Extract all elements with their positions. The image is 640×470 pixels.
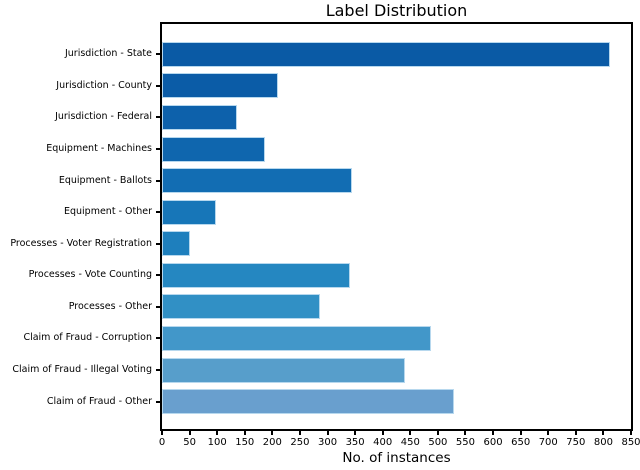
y-tick-label: Equipment - Ballots — [58, 174, 152, 186]
y-tick-mark — [156, 305, 160, 308]
x-tick-label: 450 — [400, 437, 420, 448]
bar — [162, 168, 353, 194]
x-tick-mark — [409, 431, 412, 435]
x-tick-label: 350 — [345, 437, 365, 448]
bar — [162, 199, 217, 225]
x-tick-mark — [326, 431, 329, 435]
bar — [162, 389, 455, 415]
bar — [162, 73, 279, 99]
x-tick-mark — [188, 431, 191, 435]
x-tick-mark — [243, 431, 246, 435]
x-tick-mark — [354, 431, 357, 435]
x-tick-label: 550 — [455, 437, 476, 448]
y-tick-mark — [156, 400, 160, 403]
y-tick-mark — [156, 274, 160, 277]
bar — [162, 294, 321, 320]
x-tick-mark — [630, 431, 632, 435]
x-tick-label: 850 — [621, 437, 640, 448]
y-tick-label: Equipment - Other — [63, 206, 152, 218]
y-tick-label: Jurisdiction - State — [64, 48, 152, 60]
y-tick-mark — [156, 337, 160, 340]
bar — [162, 357, 406, 383]
x-tick-mark — [161, 431, 163, 435]
y-tick-mark — [156, 369, 160, 371]
x-tick-mark — [547, 431, 550, 435]
x-tick-label: 700 — [538, 437, 558, 448]
x-tick-mark — [436, 431, 439, 435]
y-tick-mark — [156, 242, 160, 245]
y-tick-mark — [156, 148, 160, 150]
chart-title: Label Distribution — [325, 1, 468, 20]
y-tick-label: Processes - Voter Registration — [10, 237, 152, 249]
y-tick-label: Claim of Fraud - Corruption — [23, 332, 152, 344]
x-tick-label: 100 — [207, 437, 227, 448]
x-tick-label: 250 — [290, 437, 310, 448]
x-tick-mark — [574, 431, 577, 435]
y-tick-mark — [156, 179, 160, 182]
x-tick-label: 0 — [158, 437, 166, 448]
x-tick-label: 600 — [483, 437, 503, 448]
x-tick-mark — [492, 431, 495, 435]
x-tick-label: 500 — [428, 437, 448, 448]
x-tick-mark — [298, 431, 301, 435]
y-tick-mark — [156, 53, 160, 56]
y-tick-label: Claim of Fraud - Other — [46, 395, 152, 407]
bar — [162, 262, 350, 288]
y-tick-label: Processes - Other — [68, 300, 152, 312]
y-tick-mark — [156, 211, 160, 214]
x-tick-label: 50 — [183, 437, 196, 448]
y-tick-label: Claim of Fraud - Illegal Voting — [12, 364, 152, 375]
x-tick-mark — [464, 431, 467, 435]
x-tick-label: 400 — [373, 437, 393, 448]
x-tick-mark — [216, 431, 219, 435]
bar — [162, 41, 611, 67]
y-tick-label: Processes - Vote Counting — [28, 269, 152, 281]
y-tick-label: Equipment - Machines — [46, 143, 152, 154]
bar — [162, 104, 238, 130]
plot-area: Jurisdiction - State Jurisdiction - Count… — [10, 22, 640, 448]
x-tick-mark — [602, 431, 605, 435]
x-tick-mark — [381, 431, 384, 435]
y-tick-label: Jurisdiction - County — [56, 79, 152, 91]
y-tick-label: Jurisdiction - Federal — [55, 111, 152, 123]
x-tick-label: 650 — [511, 437, 531, 448]
y-tick-mark — [156, 84, 160, 87]
bar — [162, 231, 191, 257]
y-tick-mark — [156, 116, 160, 119]
x-tick-label: 750 — [566, 437, 586, 448]
x-axis-label: No. of instances — [342, 450, 451, 466]
x-tick-label: 150 — [235, 437, 255, 448]
x-tick-mark — [519, 431, 522, 435]
x-tick-mark — [271, 431, 274, 435]
x-tick-label: 800 — [593, 437, 613, 448]
bar — [162, 136, 265, 162]
bar — [162, 325, 432, 351]
x-tick-label: 200 — [262, 437, 282, 448]
x-tick-label: 300 — [317, 437, 338, 448]
